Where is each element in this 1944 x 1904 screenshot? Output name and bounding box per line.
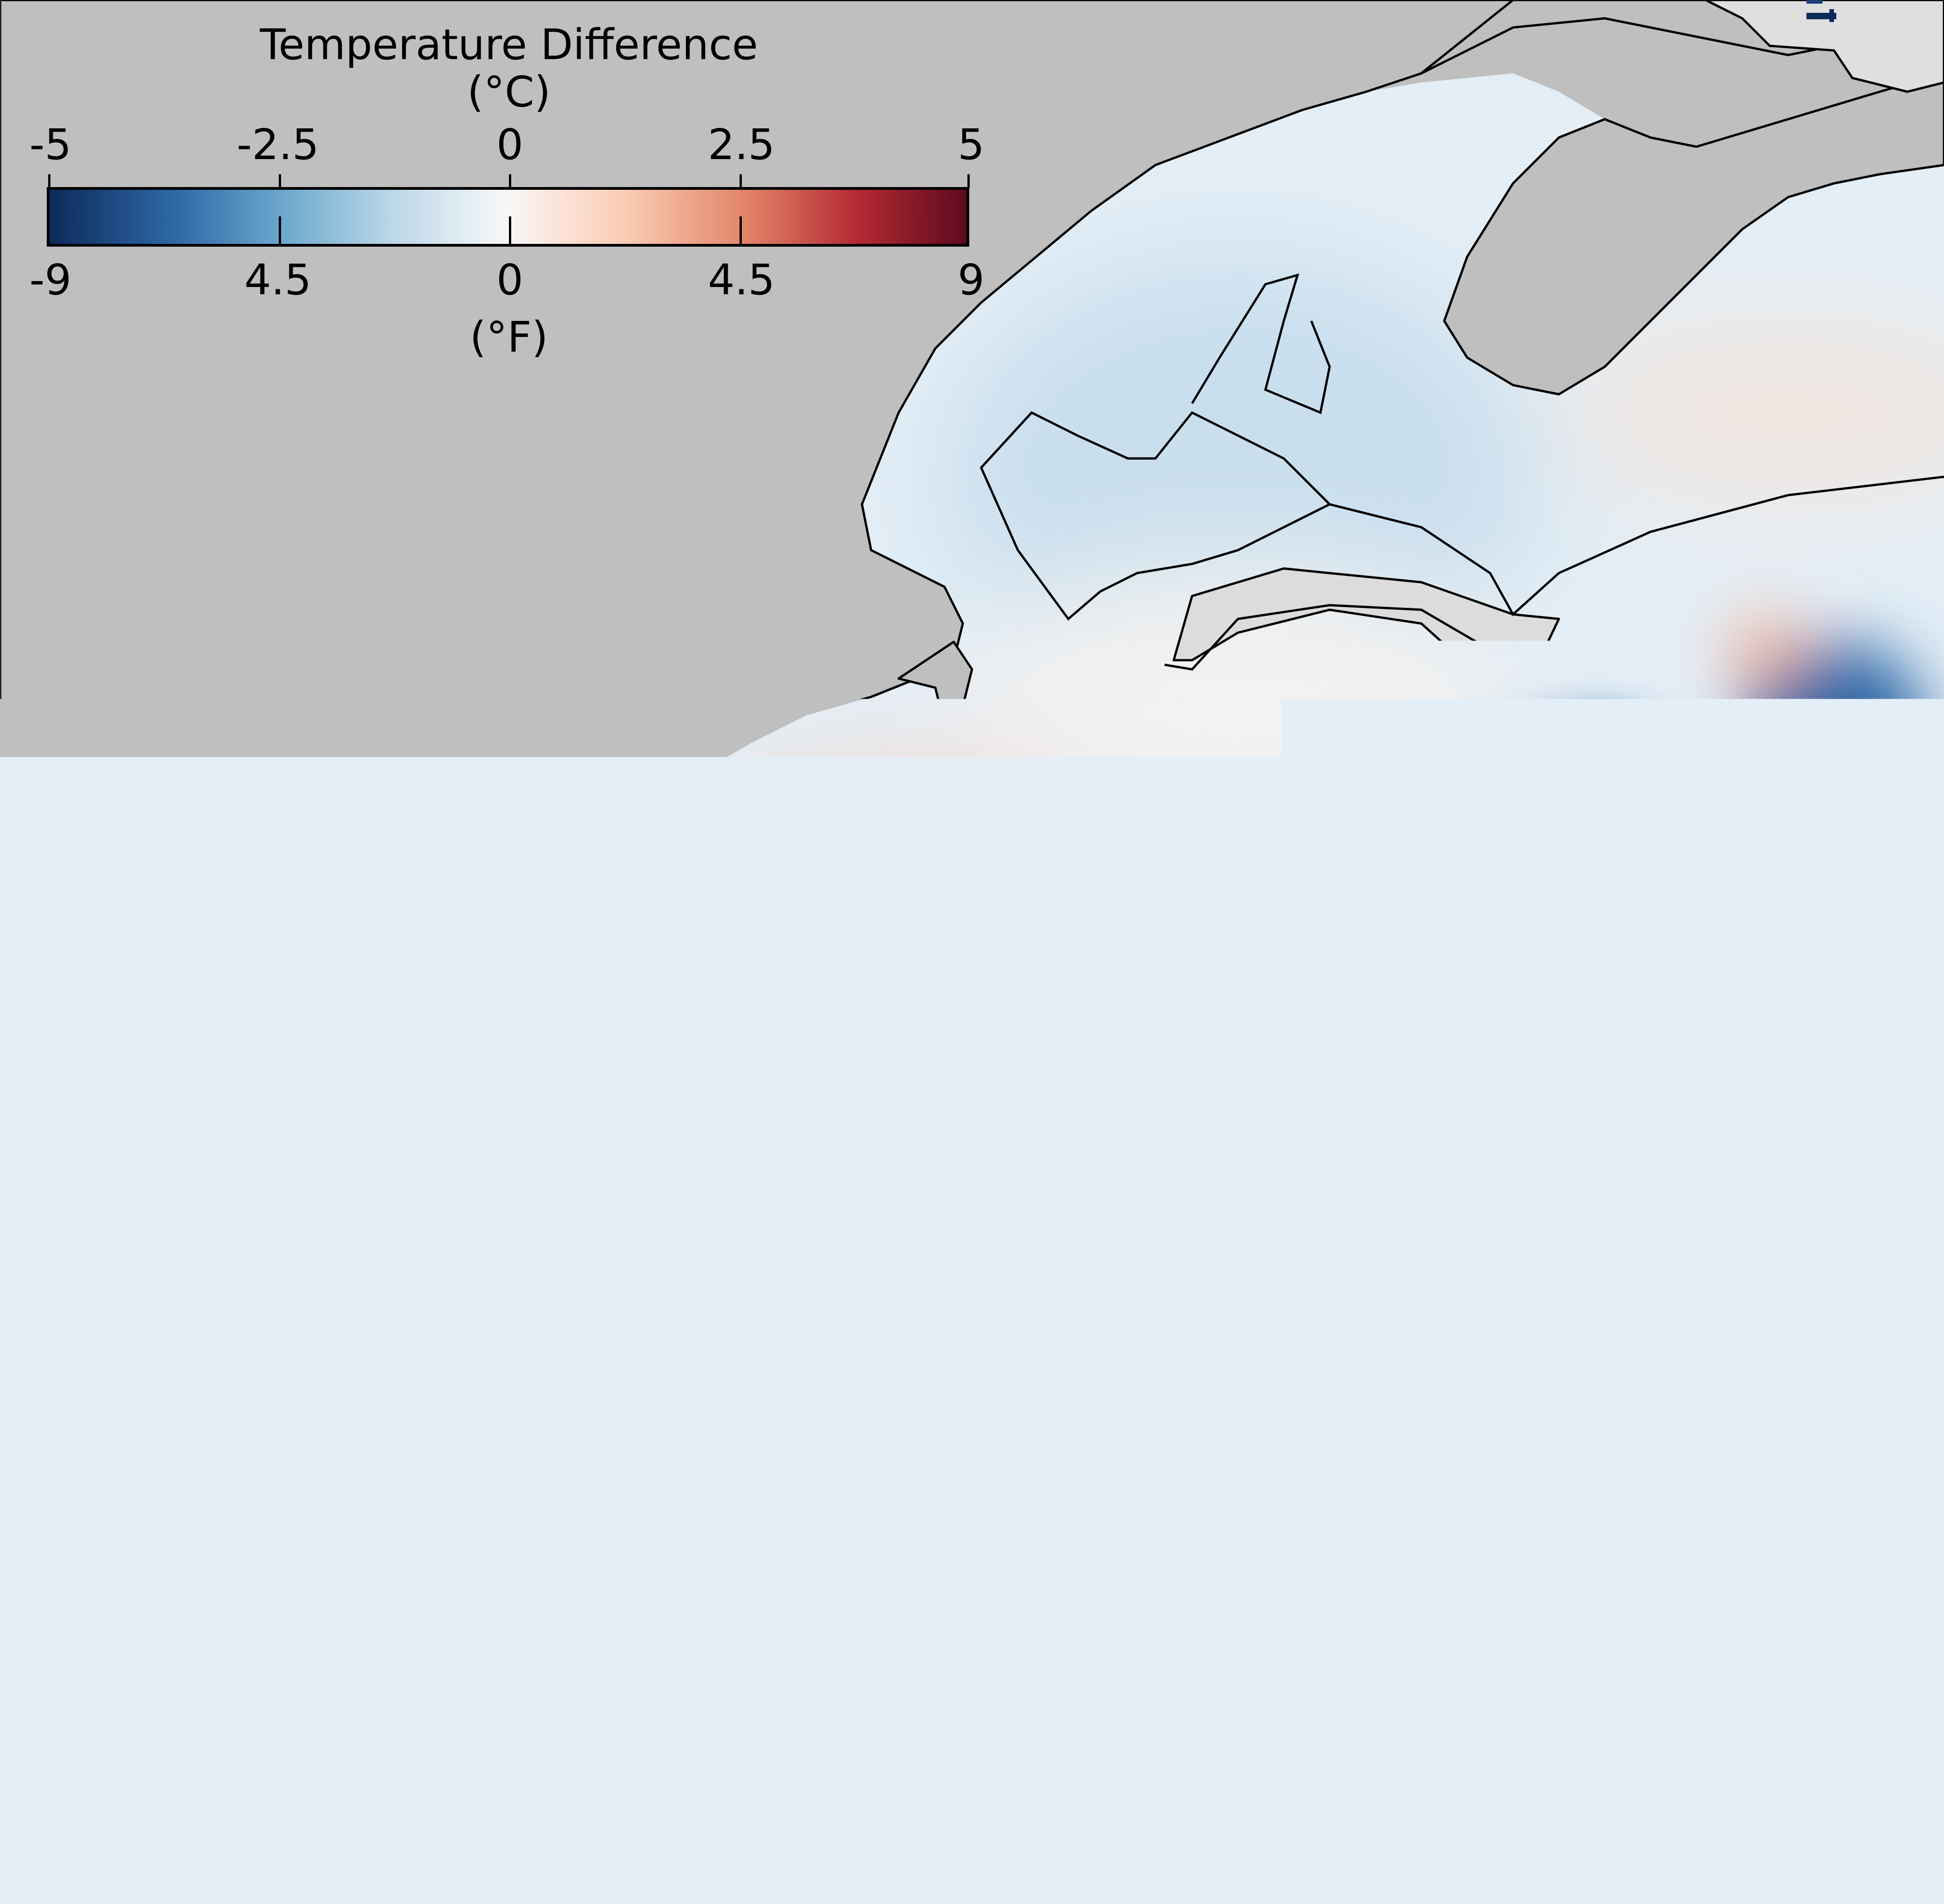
tick-mark: [279, 216, 281, 247]
tick-mark: [509, 174, 511, 188]
tick-mark: [740, 174, 742, 188]
tick-mark: [740, 216, 742, 247]
tick-mark: [509, 216, 511, 247]
tick-c-1: -2.5: [237, 124, 319, 166]
tick-mark: [279, 174, 281, 188]
tick-f-3: 4.5: [708, 259, 775, 301]
tick-c-3: 2.5: [708, 124, 775, 166]
tick-f-0: -9: [29, 259, 72, 301]
tick-f-4: 9: [958, 259, 985, 301]
tick-c-4: 5: [958, 124, 985, 166]
tick-f-1: 4.5: [244, 259, 311, 301]
legend-title: Temperature Difference: [0, 24, 1018, 66]
legend-unit-celsius: (°C): [0, 71, 1018, 113]
colorbar: [47, 187, 969, 247]
legend-unit-fahrenheit: (°F): [0, 316, 1018, 359]
colorbar-legend: Temperature Difference (°C) -5 -2.5 0 2.…: [0, 0, 1009, 376]
tick-f-2: 0: [497, 259, 524, 301]
tick-c-0: -5: [29, 124, 72, 166]
tick-mark: [48, 174, 50, 188]
tick-c-2: 0: [497, 124, 524, 166]
tick-mark: [967, 174, 970, 188]
